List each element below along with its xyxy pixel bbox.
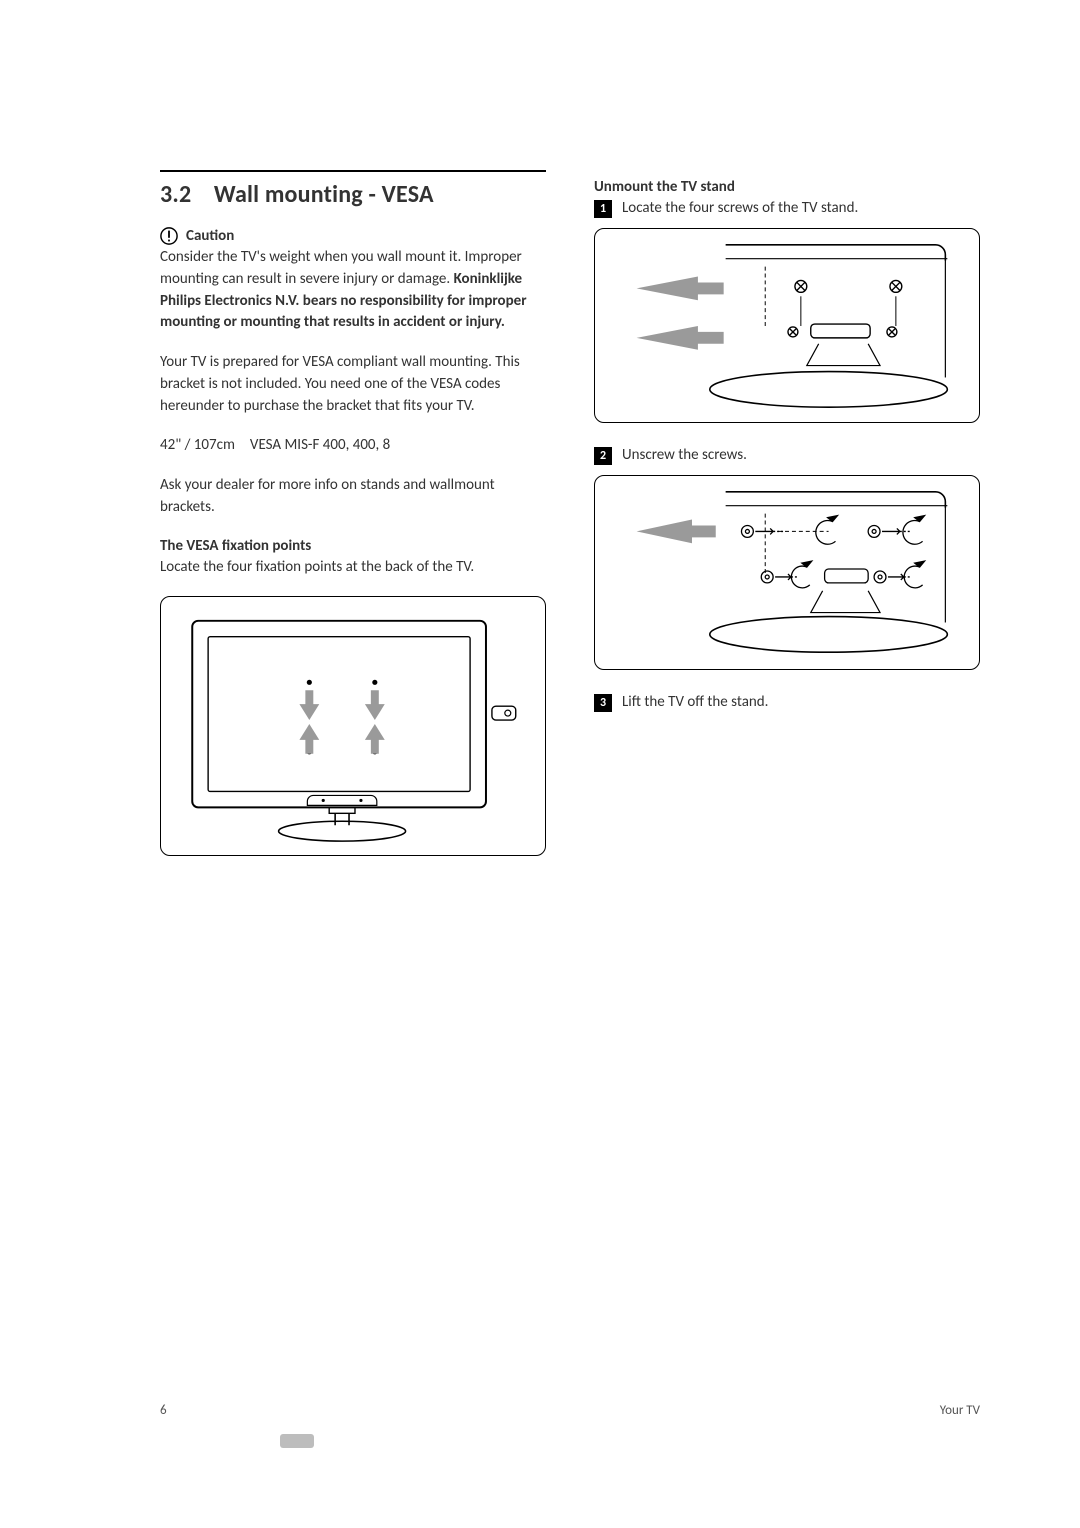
section-number: 3.2 [160,180,191,209]
figure-locate-screws [594,228,980,423]
caution-row: Caution [160,227,546,245]
vesa-spec-line: 42" / 107cm VESA MIS-F 400, 400, 8 [160,435,546,457]
right-column: Unmount the TV stand 1 Locate the four s… [594,170,980,878]
page-footer: 6 Your TV [160,1403,980,1418]
fixation-text: Locate the four fixation points at the b… [160,557,546,579]
vesa-paragraph: Your TV is prepared for VESA compliant w… [160,352,546,417]
section-title-text: Wall mounting - VESA [214,180,434,209]
caution-label: Caution [186,227,234,245]
step-2: 2 Unscrew the screws. [594,445,980,467]
warning-icon [160,227,178,245]
step-3: 3 Lift the TV off the stand. [594,692,980,714]
step-2-text: Unscrew the screws. [622,445,747,467]
caution-paragraph: Consider the TV's weight when you wall m… [160,247,546,334]
section-rule [160,170,546,172]
step-1: 1 Locate the four screws of the TV stand… [594,198,980,220]
figure-unscrew [594,475,980,670]
footer-mark [280,1434,314,1448]
fixation-head: The VESA fixation points [160,537,546,555]
section-title: 3.2 Wall mounting - VESA [160,180,546,209]
left-column: 3.2 Wall mounting - VESA Caution Conside… [160,170,546,878]
figure-vesa-points [160,596,546,856]
step-3-text: Lift the TV off the stand. [622,692,768,714]
step-badge-2: 2 [594,447,612,465]
dealer-paragraph: Ask your dealer for more info on stands … [160,475,546,519]
step-1-text: Locate the four screws of the TV stand. [622,198,858,220]
page-number: 6 [160,1403,167,1418]
footer-section-label: Your TV [940,1403,980,1418]
step-badge-3: 3 [594,694,612,712]
step-badge-1: 1 [594,200,612,218]
unmount-head: Unmount the TV stand [594,178,980,196]
